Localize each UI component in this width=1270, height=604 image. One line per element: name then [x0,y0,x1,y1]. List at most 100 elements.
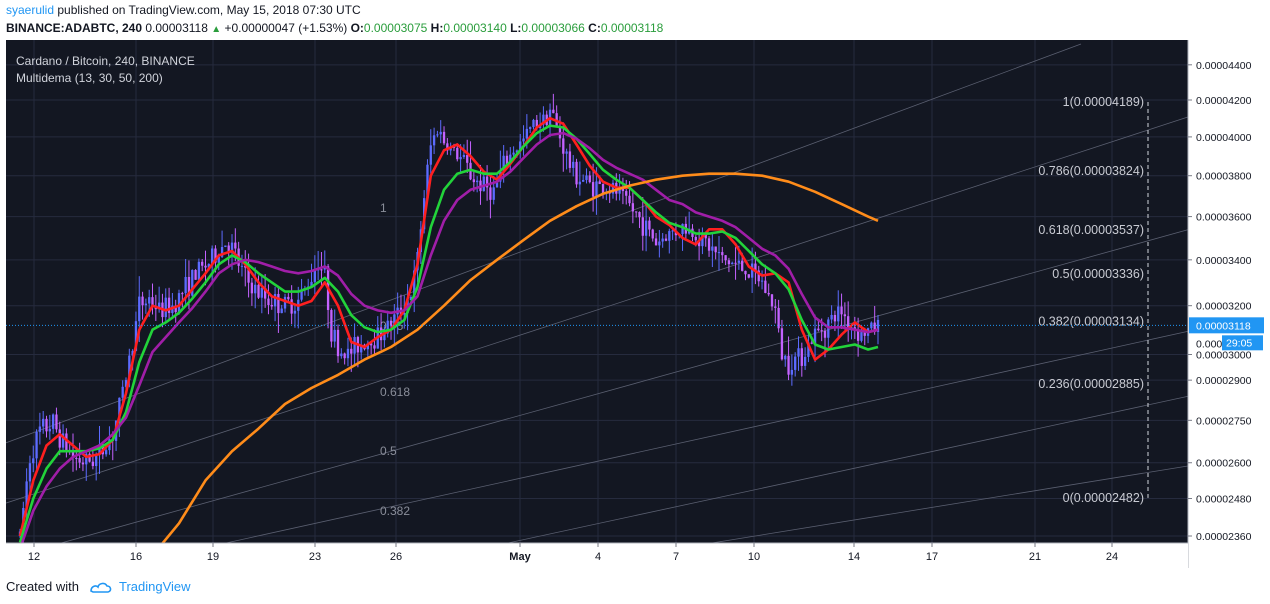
candle [204,250,207,286]
chart-area[interactable]: 10.750.6180.50.3821(0.00004189)0.786(0.0… [6,40,1264,568]
candle-body [369,343,373,346]
candle [280,304,283,314]
candle [840,293,843,329]
candle-body [664,238,668,241]
close-label: C: [588,21,601,35]
candle-body [320,269,323,271]
candle [174,299,177,323]
candle-body [184,276,187,294]
candle-body [509,154,512,165]
candle-body [124,380,128,387]
candle-body [141,296,144,306]
candle [876,314,880,345]
candle [95,452,98,481]
time-tick-label: 19 [207,551,219,563]
candle-body [750,263,754,278]
candle [446,138,449,155]
price-tick-label: 0.00002360 [1196,531,1252,543]
candle-body [591,182,595,197]
tradingview-logo-icon[interactable] [89,580,113,594]
candle-body [65,433,68,452]
candle-body [134,321,138,351]
candle-body [807,342,810,357]
candle-body [95,454,98,467]
candle-body [250,282,254,294]
candle [151,283,154,315]
candle [35,429,38,470]
candle [270,296,273,310]
candle-body [446,143,449,151]
candle-body [704,234,707,239]
candle [827,317,830,349]
candle [267,284,270,315]
candle-body [191,269,194,296]
candle [711,233,714,268]
fib-level-label: 0.5(0.00003336) [1052,267,1144,281]
candle [837,290,840,338]
candle-body [350,348,353,354]
price-tick-label: 0.00003000 [1196,350,1252,362]
candle [631,191,635,224]
candle-body [757,270,760,282]
candle-body [475,180,479,183]
candle-body [770,294,774,307]
candle-body [644,220,648,236]
partial-tick-label: 0.000 [1196,338,1222,350]
time-tick-label: 16 [130,551,142,563]
candle [409,295,413,301]
candle-body [267,298,270,306]
candle-body [830,314,833,320]
candle [770,293,774,311]
indicator-legend[interactable]: Multidema (13, 30, 50, 200) [16,71,163,85]
candle [707,236,711,257]
candle [744,270,747,281]
candle [360,335,363,360]
candle-body [273,293,277,307]
candle [75,449,78,471]
price-axis [1188,40,1264,568]
candle-body [131,350,134,356]
author-link[interactable]: syaerulid [6,3,55,17]
candle-body [118,397,121,421]
candle-body [873,322,876,332]
candle-body [803,356,807,366]
candle-body [495,181,499,188]
candle-body [151,297,154,307]
candle-body [459,157,462,160]
candle-body [555,113,558,127]
candle-body [343,353,346,359]
candle-body [840,306,843,315]
candle-body [177,293,181,313]
candle [764,264,767,294]
candle-body [194,269,197,280]
candle-body [744,270,747,275]
candle [542,106,545,132]
candle-body [71,451,75,459]
candle [32,445,35,473]
candle-body [429,145,432,165]
candle-body [558,126,562,139]
candle-body [784,355,787,360]
candle-body [55,414,58,430]
tradingview-link[interactable]: TradingView [118,579,191,594]
price-chart[interactable]: 10.750.6180.50.3821(0.00004189)0.786(0.0… [6,40,1264,568]
published-text: published on TradingView.com, May 15, 20… [57,3,361,17]
candle-body [91,461,95,467]
countdown-tag [1222,335,1263,351]
candle-body [585,175,588,180]
candle [519,133,522,159]
price-tick-label: 0.00002480 [1196,493,1252,505]
candle-body [138,296,141,322]
candle [565,148,568,170]
candle [45,415,48,438]
candle-body [847,316,850,330]
candle-body [492,187,495,200]
up-arrow-icon: ▲ [211,24,222,35]
price-tick-label: 0.00003600 [1196,212,1252,224]
candle-body [827,319,830,338]
candle [794,352,797,377]
candle-body [257,284,260,298]
candle-body [525,128,529,139]
high-value: 0.00003140 [443,21,507,35]
candle-body [42,418,45,427]
